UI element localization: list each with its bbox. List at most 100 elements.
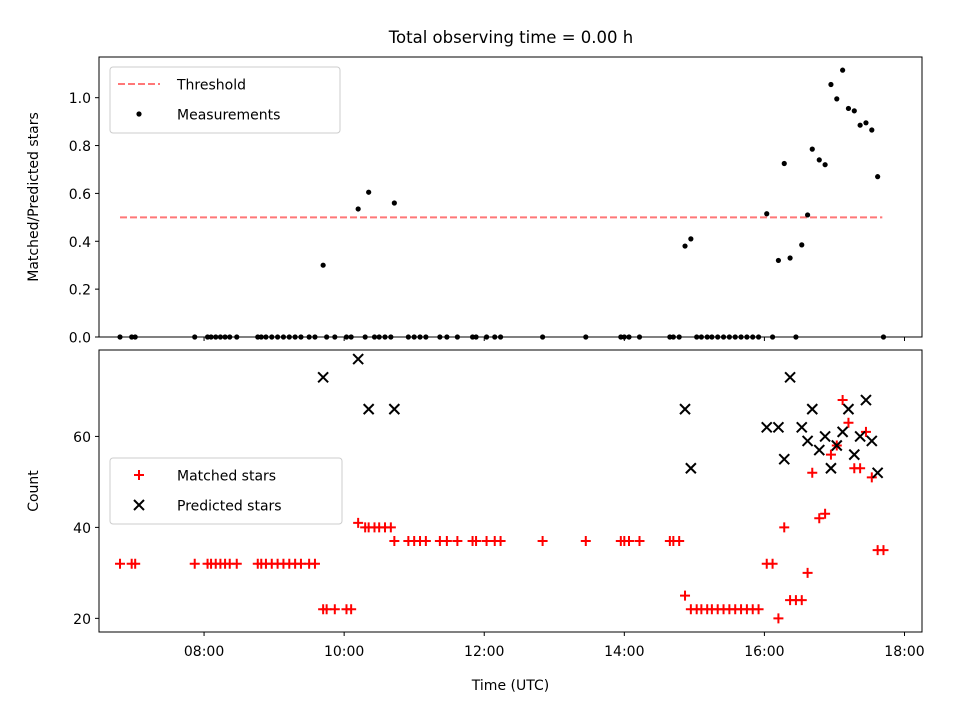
predicted-stars-point <box>801 435 814 447</box>
matched-stars-point <box>420 536 431 547</box>
matched-stars-point <box>878 545 889 556</box>
matched-stars-point <box>623 536 634 547</box>
y-tick-label: 0.6 <box>69 187 91 203</box>
legend-measurements-swatch <box>136 111 142 117</box>
predicted-stars-point <box>848 448 860 461</box>
y-tick-label: 60 <box>73 430 91 446</box>
matched-stars-point <box>843 417 854 428</box>
legend-predicted-swatch <box>133 499 145 511</box>
bottom-panel-counts: 20 40 60 08:00 10:00 12:00 14:00 16:00 18:00 Coun… <box>26 349 925 694</box>
predicted-stars-point <box>388 403 401 415</box>
top-panel-ratio: 0.0 0.2 0.4 0.6 0.8 1.0 Matched/Predicted star… <box>26 56 923 347</box>
plot-frame <box>98 349 923 633</box>
predicted-stars-point <box>871 467 884 479</box>
y-tick-label: 0.0 <box>69 331 91 347</box>
matched-stars-point <box>441 536 452 547</box>
matched-stars-point <box>866 472 877 483</box>
legend-box <box>109 457 343 525</box>
predicted-stars-point <box>813 444 825 456</box>
predicted-stars-point <box>352 353 364 365</box>
matched-stars-point <box>796 595 807 606</box>
measurement-point <box>822 162 828 168</box>
matched-stars-point <box>329 604 340 615</box>
measurement-point <box>682 243 688 249</box>
measurement-point <box>834 96 840 102</box>
predicted-stars-point <box>317 371 329 383</box>
predicted-stars-point <box>854 430 866 443</box>
matched-stars-point <box>814 513 825 524</box>
y-tick-label: 20 <box>73 612 91 628</box>
predicted-stars-point <box>831 439 843 452</box>
measurement-point <box>355 206 361 212</box>
predicted-stars-point <box>772 421 785 434</box>
measurement-point <box>857 122 863 128</box>
x-axis-label: Time (UTC) <box>471 678 549 694</box>
measurement-point <box>828 81 834 88</box>
x-tick-label: 16:00 <box>744 644 784 660</box>
predicted-stars-point <box>860 394 872 406</box>
predicted-stars-point <box>819 430 831 443</box>
measurement-point <box>816 157 822 163</box>
measurement-point <box>875 174 881 180</box>
y-tick-label: 0.2 <box>69 283 91 299</box>
matched-stars-point <box>452 536 463 547</box>
matched-stars-point <box>807 467 818 478</box>
measurement-point <box>809 146 815 152</box>
measurement-point <box>781 160 787 167</box>
x-tick-label: 12:00 <box>464 644 504 660</box>
matched-stars-point <box>860 426 871 437</box>
matched-stars-point <box>231 558 242 569</box>
y-tick-label: 1.0 <box>69 91 91 107</box>
legend-label: Predicted stars <box>177 499 282 515</box>
matched-stars-point <box>802 567 813 578</box>
matched-stars-point <box>674 536 685 547</box>
y-axis-label: Matched/Predicted stars <box>26 112 42 282</box>
matched-stars-point <box>389 536 400 547</box>
measurement-point <box>804 212 811 218</box>
y-axis-label: Count <box>26 470 42 512</box>
matched-stars-point <box>189 558 200 569</box>
chart-title: Total observing time = 0.00 h <box>388 28 633 47</box>
x-tick-label: 08:00 <box>184 644 224 660</box>
predicted-stars-point <box>761 421 773 434</box>
matched-stars-point <box>353 517 364 528</box>
matched-stars-point <box>309 558 320 569</box>
measurement-point <box>840 67 846 73</box>
plot-frame <box>98 56 923 338</box>
legend-label: Threshold <box>176 78 246 94</box>
predicted-stars-point <box>778 453 790 465</box>
matched-stars-point <box>753 604 764 615</box>
predicted-stars-point <box>806 403 818 415</box>
matched-stars-point <box>825 449 836 460</box>
matched-stars-point <box>820 508 831 519</box>
measurement-point <box>391 200 397 206</box>
measurement-point <box>869 127 875 133</box>
matched-stars-point <box>855 463 866 474</box>
matched-stars-point <box>346 604 357 615</box>
measurement-point <box>863 120 869 126</box>
measurement-point <box>775 257 782 264</box>
matched-stars-point <box>767 558 778 569</box>
matched-stars-point <box>580 536 591 547</box>
x-tick-label: 10:00 <box>324 644 364 660</box>
measurement-point <box>764 211 770 217</box>
predicted-stars-point <box>796 421 808 434</box>
y-tick-label: 40 <box>73 521 91 537</box>
measurement-point <box>366 189 372 195</box>
matched-stars-point <box>773 613 784 624</box>
legend-box <box>109 66 341 134</box>
matched-stars-point <box>495 536 506 547</box>
legend-label: Matched stars <box>177 469 276 485</box>
measurement-point <box>851 108 857 114</box>
matched-stars-point <box>537 536 548 547</box>
legend-matched-swatch <box>134 470 144 480</box>
legend-label: Measurements <box>177 108 280 124</box>
matched-stars-point <box>837 395 848 406</box>
matched-stars-point <box>634 536 645 547</box>
y-tick-label: 0.8 <box>69 139 91 155</box>
measurement-point <box>799 242 805 248</box>
predicted-stars-point <box>825 462 837 474</box>
measurement-point <box>845 105 852 112</box>
x-tick-label: 14:00 <box>604 644 644 660</box>
